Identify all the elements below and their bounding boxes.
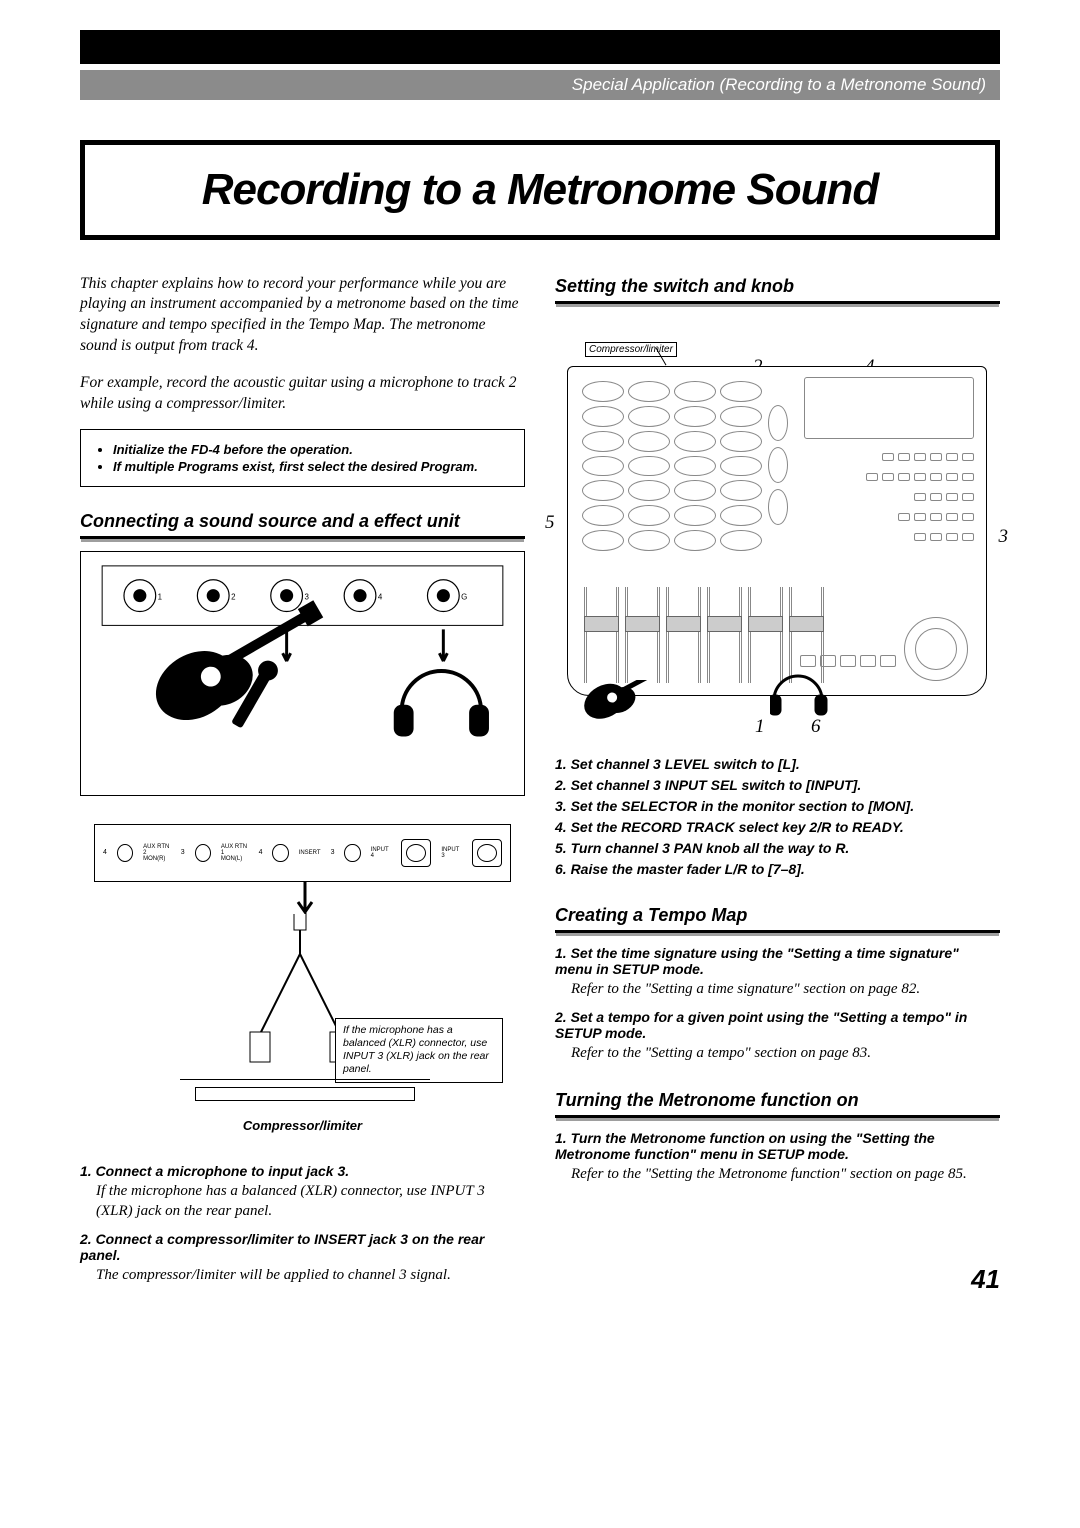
jack-icon <box>195 844 211 862</box>
mixer-body <box>567 366 987 696</box>
note-item-1: Initialize the FD-4 before the operation… <box>113 442 510 457</box>
tempo-step-1-body: Refer to the "Setting a time signature" … <box>571 979 1000 999</box>
xlr-jack-3-icon <box>472 839 502 867</box>
fader-bank <box>584 587 824 683</box>
figure-rear-panel: 4 AUX RTN 2MON(R) 3 AUX RTN 1MON(L) 4 IN… <box>80 814 525 1109</box>
intro-paragraph-1: This chapter explains how to record your… <box>80 274 525 358</box>
page-number: 41 <box>971 1264 1000 1295</box>
metro-step-1: 1. Turn the Metronome function on using … <box>555 1130 1000 1162</box>
callout-5: 5 <box>545 512 555 534</box>
mixer-display <box>804 377 974 439</box>
header-breadcrumb: Special Application (Recording to a Metr… <box>80 70 1000 100</box>
rear-panel-row: 4 AUX RTN 2MON(R) 3 AUX RTN 1MON(L) 4 IN… <box>94 824 511 882</box>
left-column: This chapter explains how to record your… <box>80 258 525 1285</box>
step-2-body: The compressor/limiter will be applied t… <box>96 1265 525 1285</box>
section-connecting: Connecting a sound source and a effect u… <box>80 511 525 539</box>
guitar-small-icon <box>565 680 675 750</box>
switch-step-1: 1. Set channel 3 LEVEL switch to [L]. <box>555 756 1000 772</box>
svg-text:G: G <box>461 592 467 601</box>
chapter-title: Recording to a Metronome Sound <box>95 165 985 215</box>
switch-step-2: 2. Set channel 3 INPUT SEL switch to [IN… <box>555 777 1000 793</box>
figure-front-panel: 1 2 3 4 G <box>80 551 525 796</box>
svg-text:4: 4 <box>378 592 383 601</box>
insert-jack-icon <box>272 844 288 862</box>
switch-step-3: 3. Set the SELECTOR in the monitor secti… <box>555 798 1000 814</box>
header-black-bar <box>80 30 1000 64</box>
jog-wheel <box>904 617 968 681</box>
knob-grid <box>582 381 762 551</box>
page: Special Application (Recording to a Metr… <box>0 0 1080 1325</box>
section-metronome: Turning the Metronome function on <box>555 1090 1000 1118</box>
transport-buttons <box>800 655 896 667</box>
switch-step-5: 5. Turn channel 3 PAN knob all the way t… <box>555 840 1000 856</box>
tempo-step-2: 2. Set a tempo for a given point using t… <box>555 1009 1000 1041</box>
front-panel-svg: 1 2 3 4 G <box>81 552 524 795</box>
switch-step-6: 6. Raise the master fader L/R to [7–8]. <box>555 861 1000 877</box>
step-2: 2. Connect a compressor/limiter to INSER… <box>80 1231 525 1263</box>
compressor-label: Compressor/limiter <box>243 1118 362 1133</box>
mic-note-box: If the microphone has a balanced (XLR) c… <box>335 1018 503 1083</box>
callout-6: 6 <box>811 716 821 738</box>
two-column-layout: This chapter explains how to record your… <box>80 258 1000 1285</box>
svg-text:3: 3 <box>304 592 309 601</box>
section-tempo: Creating a Tempo Map <box>555 905 1000 933</box>
breadcrumb-text: Special Application (Recording to a Metr… <box>572 75 986 94</box>
svg-text:2: 2 <box>231 592 235 601</box>
svg-text:1: 1 <box>158 592 163 601</box>
compressor-callout-label: Compressor/limiter <box>585 342 677 357</box>
knob-column-5 <box>768 405 788 525</box>
intro-paragraph-2: For example, record the acoustic guitar … <box>80 373 525 415</box>
metro-step-1-body: Refer to the "Setting the Metronome func… <box>571 1164 1000 1184</box>
xlr-jack-icon <box>401 839 431 867</box>
section-switch: Setting the switch and knob <box>555 276 1000 304</box>
right-column: Setting the switch and knob Compressor/l… <box>555 258 1000 1285</box>
note-box: Initialize the FD-4 before the operation… <box>80 429 525 487</box>
step-1: 1. Connect a microphone to input jack 3. <box>80 1163 525 1179</box>
step-1-body: If the microphone has a balanced (XLR) c… <box>96 1181 525 1222</box>
switch-step-4: 4. Set the RECORD TRACK select key 2/R t… <box>555 819 1000 835</box>
figure-mixer-top: Compressor/limiter 2 4 5 3 1 6 <box>555 316 1000 746</box>
chapter-title-box: Recording to a Metronome Sound <box>80 140 1000 240</box>
jack-icon <box>117 844 133 862</box>
headphones-small-icon <box>770 672 830 718</box>
tempo-step-2-body: Refer to the "Setting a tempo" section o… <box>571 1043 1000 1063</box>
insert-jack-3-icon <box>344 844 360 862</box>
callout-1: 1 <box>755 716 765 738</box>
tempo-step-1: 1. Set the time signature using the "Set… <box>555 945 1000 977</box>
note-item-2: If multiple Programs exist, first select… <box>113 459 510 474</box>
callout-3: 3 <box>999 526 1009 548</box>
